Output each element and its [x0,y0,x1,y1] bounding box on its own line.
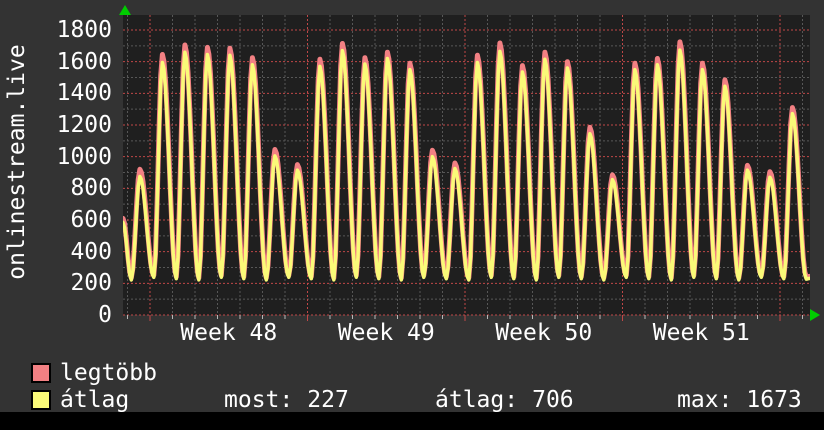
stat-atlag-value: 706 [532,387,574,413]
stat-most-value: 227 [307,387,349,413]
legend-label-legtobb: legtöbb [60,360,157,386]
y-tick-label: 1800 [56,17,112,43]
plot-area [123,15,810,325]
stat-max: max: 1673 [677,388,802,412]
y-tick-label: 1600 [56,48,112,75]
y-tick-label: 0 [98,302,112,328]
x-tick-label: Week 48 [180,320,278,346]
y-tick-label: 1000 [56,143,112,170]
stat-atlag: átlag: 706 [435,388,574,412]
stat-most: most: 227 [224,388,349,412]
y-axis-arrow-icon [119,5,131,15]
y-tick-label: 1200 [56,112,112,138]
bottom-bar [0,412,824,430]
x-axis-arrow-icon [810,309,820,321]
y-tick-label: 400 [70,238,112,265]
y-tick-label: 1400 [56,80,112,107]
x-tick-label: Week 51 [652,320,750,346]
chart-canvas [123,15,810,321]
x-tick-label: Week 49 [337,320,435,346]
stat-most-label: most: [224,387,294,413]
y-tick-label: 800 [70,175,112,202]
legend-label-atlag: átlag [60,387,130,413]
series-line-atlag [123,48,810,282]
legend-swatch-legtobb [31,363,51,383]
y-tick-label: 200 [70,270,112,297]
stat-max-label: max: [677,387,733,413]
stat-atlag-label: átlag: [435,387,519,413]
stat-max-value: 1673 [746,387,802,413]
x-tick-label: Week 50 [495,320,593,346]
legend-swatch-atlag [31,390,51,410]
y-tick-label: 600 [70,207,112,233]
